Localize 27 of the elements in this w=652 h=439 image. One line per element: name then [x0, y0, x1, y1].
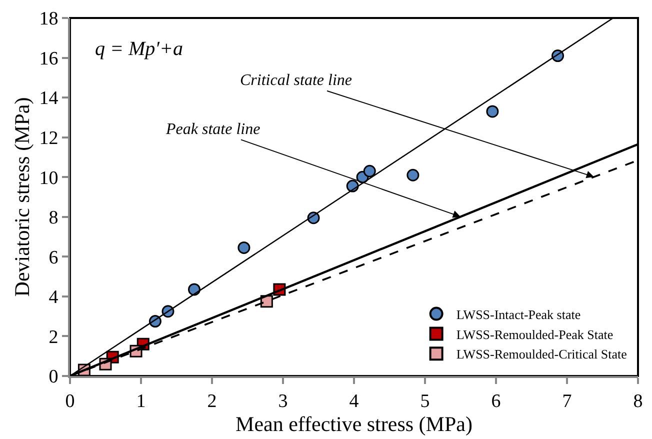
x-tick-label: 3: [278, 390, 288, 412]
x-tick-label: 2: [207, 390, 217, 412]
y-tick-label: 2: [48, 326, 58, 348]
x-tick-label: 5: [420, 390, 430, 412]
legend-label: LWSS-Remoulded-Critical State: [456, 346, 628, 362]
x-tick-label: 7: [562, 390, 572, 412]
y-tick-label: 12: [39, 128, 58, 149]
y-tick-label: 0: [48, 366, 58, 388]
x-tick-label: 6: [491, 390, 501, 412]
y-tick-label: 18: [39, 8, 58, 30]
x-tick-label: 0: [65, 390, 75, 412]
y-tick-label: 16: [39, 48, 58, 70]
x-tick-label: 1: [136, 390, 146, 412]
x-tick-label: 4: [349, 390, 360, 412]
annotation: Critical state line: [240, 72, 352, 89]
y-tick-label: 4: [48, 287, 59, 308]
annotation: Peak state line: [165, 121, 260, 138]
legend-label: LWSS-Intact-Peak state: [456, 306, 581, 322]
y-tick-label: 10: [39, 168, 58, 189]
y-axis-title: Deviatoric stress (MPa): [10, 97, 34, 297]
legend-label: LWSS-Remoulded-Peak State: [456, 326, 614, 342]
annotation: q = Mp′+a: [95, 38, 184, 60]
y-tick-label: 8: [48, 208, 58, 229]
y-tick-label: 14: [39, 88, 59, 110]
y-tick-label: 6: [48, 247, 58, 268]
x-tick-label: 8: [633, 390, 643, 412]
x-axis-title: Mean effective stress (MPa): [236, 412, 472, 436]
